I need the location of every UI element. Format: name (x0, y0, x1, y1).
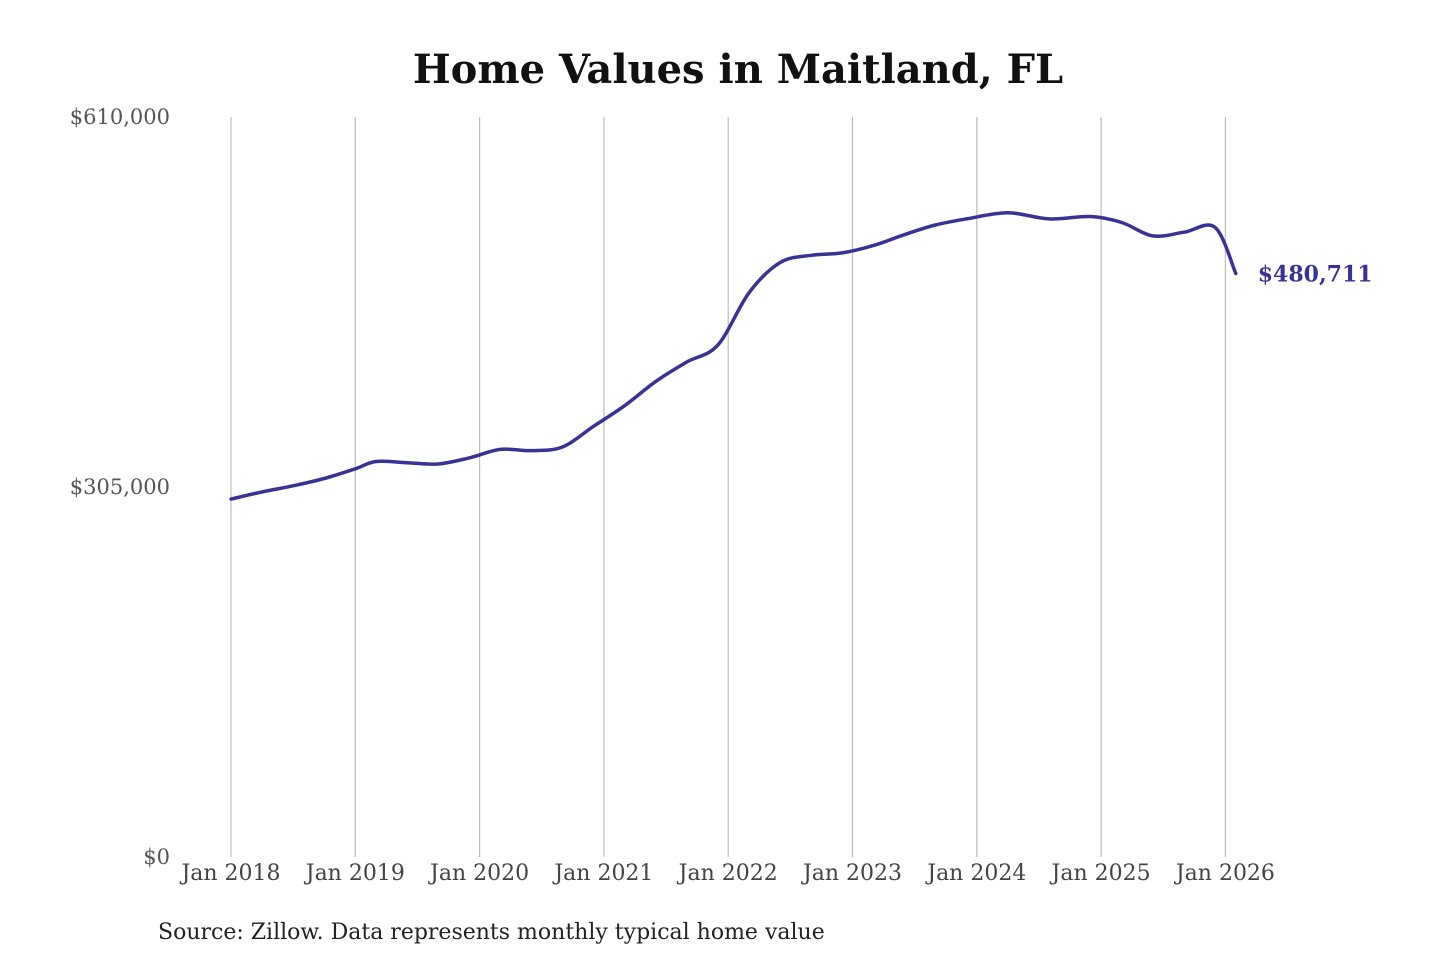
x-tick-label: Jan 2022 (677, 861, 778, 886)
y-axis-ticks: $610,000 $305,000 $0 (70, 105, 170, 869)
series-line (229, 211, 1238, 501)
chart-title: Home Values in Maitland, FL (413, 46, 1063, 93)
y-tick-label: $610,000 (70, 105, 170, 129)
gridlines (230, 117, 1227, 857)
x-tick-label: Jan 2023 (801, 861, 902, 886)
x-tick-label: Jan 2026 (1174, 861, 1275, 886)
x-tick-label: Jan 2020 (428, 861, 529, 886)
y-tick-label: $0 (143, 845, 170, 869)
y-tick-label: $305,000 (70, 475, 170, 499)
x-tick-label: Jan 2025 (1050, 861, 1151, 886)
x-axis-ticks: Jan 2018 Jan 2019 Jan 2020 Jan 2021 Jan 2022… (179, 861, 1274, 886)
end-value-label: $480,711 (1258, 261, 1373, 287)
x-tick-label: Jan 2024 (925, 861, 1026, 886)
x-tick-label: Jan 2021 (552, 861, 653, 886)
series-layer: $480,711 (229, 211, 1373, 501)
x-tick-label: Jan 2019 (304, 861, 405, 886)
source-note: Source: Zillow. Data represents monthly … (158, 920, 825, 945)
x-tick-label: Jan 2018 (179, 861, 280, 886)
